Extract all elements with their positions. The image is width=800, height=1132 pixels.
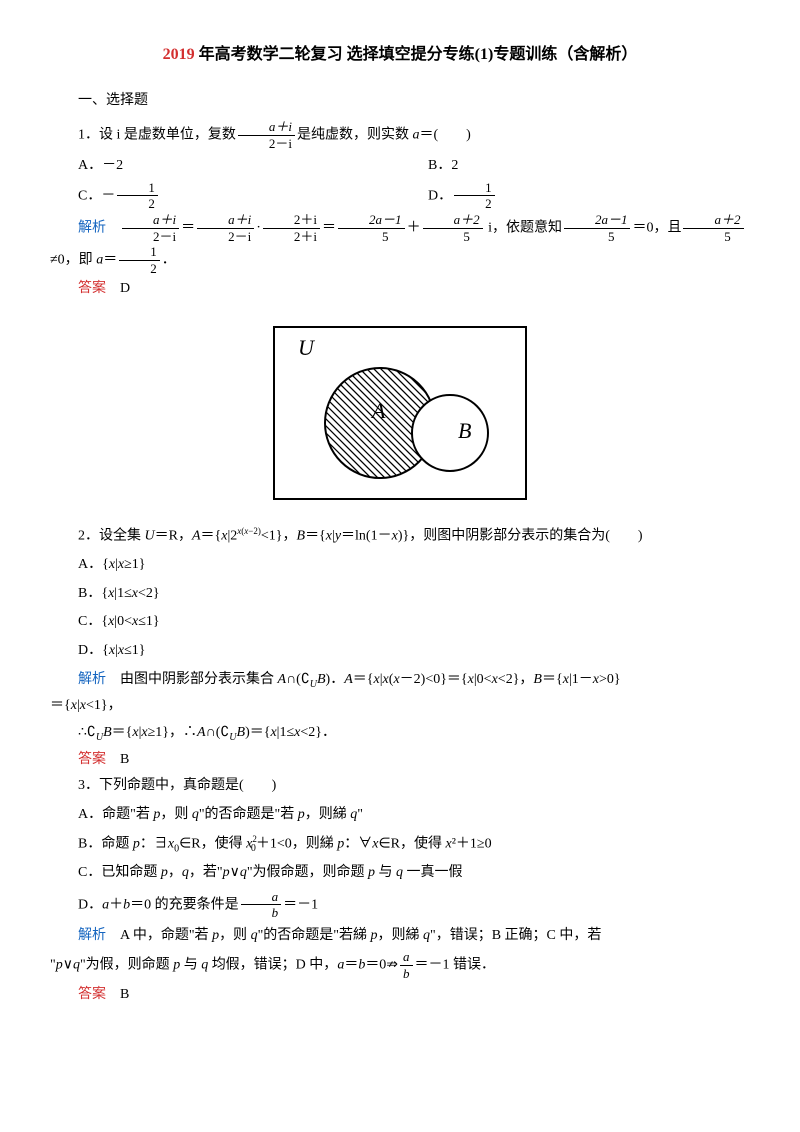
q3-stem: 3．下列命题中，真命题是( )	[50, 773, 750, 800]
q1-analysis: 解析 a＋i2－i＝a＋i2－i·2＋i2＋i＝2a－15＋a＋25 i，依题意…	[50, 212, 750, 276]
q2-answer: 答案 B	[50, 747, 750, 774]
section-title: 一、选择题	[50, 88, 750, 115]
header-rest: 年高考数学二轮复习 选择填空提分专练(1)专题训练（含解析）	[195, 46, 638, 63]
year-red: 2019	[163, 46, 195, 63]
q1-stem: 1．设 i 是虚数单位，复数a＋i2－i是纯虚数，则实数 a＝( )	[50, 119, 750, 151]
q1-options-cd: C．－12 D．12	[50, 180, 750, 212]
svg-text:U: U	[298, 335, 316, 360]
q3-optB: B．命题 p：∃x0∈R，使得 x20＋1<0，则綈 p：∀x∈R，使得 x²＋…	[50, 831, 750, 858]
svg-text:B: B	[458, 418, 471, 443]
q3-analysis1: 解析 A 中，命题"若 p，则 q"的否命题是"若綈 p，则綈 q"，错误；B …	[50, 923, 750, 950]
q2-optB: B．{x|1≤x<2}	[50, 581, 750, 608]
venn-svg: U A B	[270, 323, 530, 503]
q3-answer: 答案 B	[50, 982, 750, 1009]
q1-frac: a＋i2－i	[238, 119, 295, 151]
q3-optA: A．命题"若 p，则 q"的否命题是"若 p，则綈 q"	[50, 802, 750, 829]
q3-optD: D．a＋b＝0 的充要条件是ab＝－1	[50, 889, 750, 921]
q2-analysis1: 解析 由图中阴影部分表示集合 A∩(∁UB)．A＝{x|x(x－2)<0}＝{x…	[50, 667, 750, 694]
q1-answer: 答案 D	[50, 276, 750, 303]
answer-label: 答案	[78, 281, 106, 296]
q2-analysis3: ∴∁UB＝{x|x≥1}，∴A∩(∁UB)＝{x|1≤x<2}．	[50, 720, 750, 747]
q2-optD: D．{x|x≤1}	[50, 638, 750, 665]
q1-optB: B．2	[400, 153, 750, 180]
q3-analysis2: "p∨q"为假，则命题 p 与 q 均假，错误；D 中，a＝b＝0⇏ab＝－1 …	[50, 949, 750, 981]
page-header: 2019 年高考数学二轮复习 选择填空提分专练(1)专题训练（含解析）	[50, 40, 750, 70]
q2-stem: 2．设全集 U＝R，A＝{x|2x(x−2)<1}，B＝{x|y＝ln(1－x)…	[50, 523, 750, 550]
q2-analysis2: ＝{x|x<1}，	[50, 693, 750, 720]
q1-optD: D．12	[400, 180, 750, 212]
q2-optA: A．{x|x≥1}	[50, 552, 750, 579]
q1-optC: C．－12	[50, 180, 400, 212]
q2-optC: C．{x|0<x≤1}	[50, 609, 750, 636]
q1-optA: A．－2	[50, 153, 400, 180]
analysis-label: 解析	[78, 220, 106, 235]
q1-options-ab: A．－2 B．2	[50, 153, 750, 180]
venn-diagram: U A B	[50, 323, 750, 503]
svg-text:A: A	[370, 398, 386, 423]
q3-optC: C．已知命题 p，q，若"p∨q"为假命题，则命题 p 与 q 一真一假	[50, 860, 750, 887]
